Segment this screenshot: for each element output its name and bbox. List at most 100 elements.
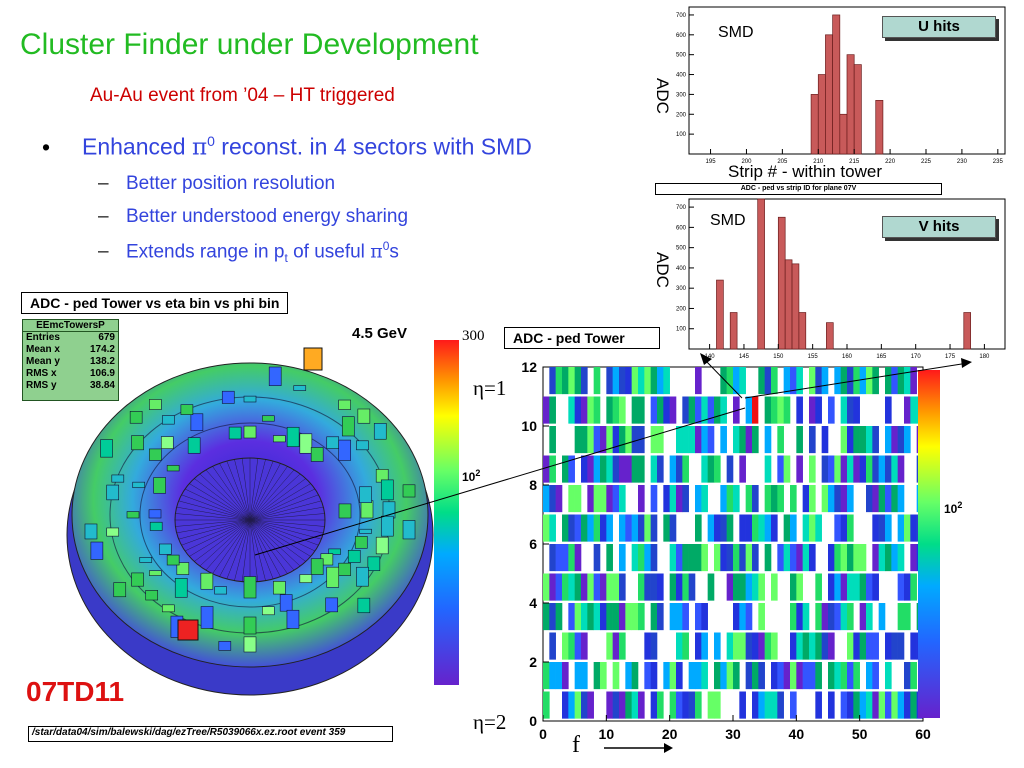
heatmap-cell xyxy=(783,396,791,424)
heatmap-cell xyxy=(828,455,835,483)
heatmap-cell xyxy=(764,691,772,719)
heatmap-cell xyxy=(752,573,759,601)
heatmap-cell xyxy=(650,514,658,542)
heatmap-cell xyxy=(657,367,664,395)
tower-block xyxy=(299,433,313,454)
heatmap-cell xyxy=(783,662,791,690)
phi-arrow xyxy=(604,743,673,753)
heatmap-cell xyxy=(783,514,791,542)
page-subtitle: Au-Au event from ’04 – HT triggered xyxy=(90,85,395,106)
heatmap-cell xyxy=(549,573,556,601)
heatmap-cell xyxy=(650,367,658,395)
heatmap-cell xyxy=(726,367,734,395)
x-tick-label: 205 xyxy=(777,159,788,165)
heatmap-cell xyxy=(574,396,582,424)
x-tick-label: 200 xyxy=(741,159,752,165)
heatmap-cell xyxy=(885,426,892,454)
heatmap-cell xyxy=(549,662,556,690)
heatmap-cell xyxy=(638,485,645,513)
tower-block xyxy=(160,436,174,450)
heatmap-cell xyxy=(771,514,778,542)
heatmap-cell xyxy=(739,514,746,542)
heatmap-cell xyxy=(904,603,911,631)
heatmap-cell xyxy=(625,426,632,454)
tower-block xyxy=(139,557,153,563)
heatmap-cell xyxy=(555,485,563,513)
heatmap-cell xyxy=(650,455,658,483)
tower-block xyxy=(402,484,416,498)
heatmap-cell xyxy=(885,367,892,395)
heatmap-cell xyxy=(790,514,797,542)
y-tick-label: 100 xyxy=(676,327,687,333)
sub-bullet-1: – Better position resolution xyxy=(98,173,335,195)
heatmap-cell xyxy=(847,426,854,454)
heatmap-cell xyxy=(682,632,689,660)
x-tick-label: 220 xyxy=(885,159,896,165)
hist-bar xyxy=(832,14,841,155)
heatmap-cell xyxy=(581,455,588,483)
heatmap-cell xyxy=(625,662,632,690)
hot-tower xyxy=(177,619,199,641)
heatmap-cell xyxy=(840,396,848,424)
heatmap-cell xyxy=(790,603,797,631)
x-tick-label: 60 xyxy=(915,726,931,742)
heatmap-cell xyxy=(859,691,867,719)
heatmap-cell xyxy=(720,396,727,424)
heatmap-cell xyxy=(828,396,835,424)
tower-block xyxy=(228,426,242,440)
tower-block xyxy=(200,572,214,590)
heatmap-cell xyxy=(606,573,613,601)
heatmap-cell xyxy=(543,485,550,513)
heatmap-cell xyxy=(758,514,765,542)
hist-bar xyxy=(875,100,884,155)
heatmap-cell xyxy=(549,367,556,395)
heatmap-cell xyxy=(574,662,582,690)
stats-row: RMS y 38.84 xyxy=(26,380,115,391)
heatmap-cell xyxy=(764,485,772,513)
heatmap-cell xyxy=(891,632,898,660)
heatmap-cell xyxy=(891,485,898,513)
heatmap-cell xyxy=(885,544,892,572)
heatmap-cell xyxy=(701,603,708,631)
heatmap-cell xyxy=(739,367,746,395)
y-tick-label: 200 xyxy=(676,306,687,312)
heatmap-cell xyxy=(612,367,620,395)
heatmap-cell xyxy=(815,573,822,601)
x-tick-label: 235 xyxy=(993,159,1004,165)
heatmap-cell xyxy=(872,573,879,601)
heatmap-cell xyxy=(809,485,816,513)
x-tick-label: 180 xyxy=(979,354,990,360)
heatmap-cell xyxy=(612,455,620,483)
heatmap-cell xyxy=(878,514,886,542)
tower-block xyxy=(380,515,394,537)
heatmap-cell xyxy=(859,544,867,572)
heatmap-cell xyxy=(657,603,664,631)
heatmap-cell xyxy=(872,632,879,660)
heatmap-cell xyxy=(859,455,867,483)
heatmap-cell xyxy=(872,544,879,572)
phi-axis-label: f xyxy=(572,732,580,758)
sub-text-pre: Extends range in p xyxy=(126,241,285,263)
heatmap-cell xyxy=(714,632,721,660)
heatmap-cell xyxy=(834,485,841,513)
heatmap-cell xyxy=(752,632,759,660)
tower-block xyxy=(129,411,143,424)
heatmap-cell xyxy=(695,485,702,513)
heatmap-cell xyxy=(644,514,651,542)
heatmap-cell xyxy=(574,603,582,631)
tower-block xyxy=(262,606,275,616)
heatmap-cell xyxy=(600,426,607,454)
heatmap-cell xyxy=(904,573,911,601)
heatmap-cell xyxy=(853,662,860,690)
y-tick-label: 12 xyxy=(521,359,537,375)
heatmap-cell xyxy=(853,396,860,424)
pi-symbol: π xyxy=(370,240,383,263)
heatmap-cell xyxy=(555,573,563,601)
heatmap-cell xyxy=(638,544,645,572)
heatmap-cell xyxy=(555,367,563,395)
heatmap-cell xyxy=(872,662,879,690)
heatmap-cell xyxy=(638,603,645,631)
heatmap-cell xyxy=(701,426,708,454)
heatmap-cell xyxy=(638,455,645,483)
heatmap-cell xyxy=(885,396,892,424)
